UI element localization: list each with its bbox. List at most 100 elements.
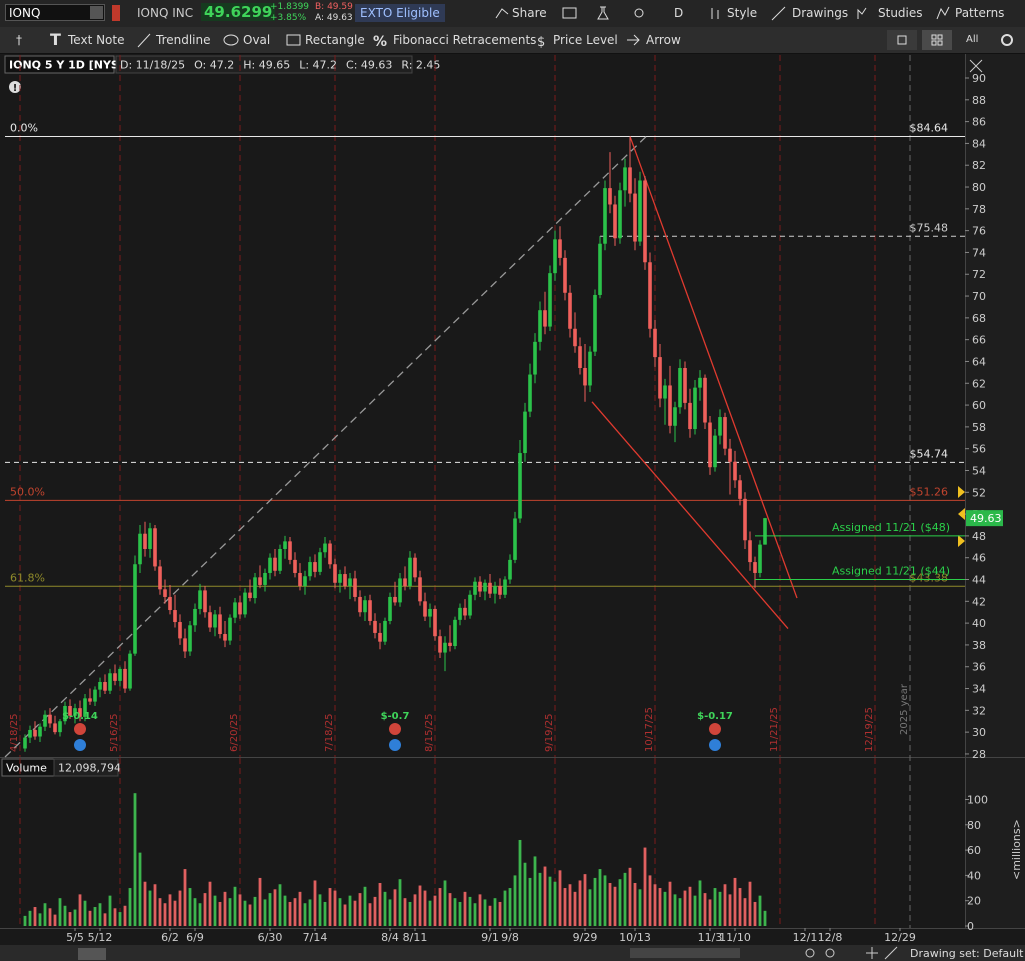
lab-icon[interactable] bbox=[597, 6, 609, 20]
tool-rectangle[interactable]: Rectangle bbox=[305, 33, 365, 47]
candle-body bbox=[673, 407, 677, 426]
crosshair[interactable] bbox=[866, 947, 878, 959]
tool-price-level[interactable]: Price Level bbox=[553, 33, 618, 47]
candle-body bbox=[758, 544, 762, 573]
gear-icon[interactable] bbox=[1001, 34, 1013, 46]
candle-body bbox=[123, 668, 127, 689]
volume-bar bbox=[368, 903, 372, 926]
zoom-in[interactable] bbox=[825, 948, 835, 958]
y-tick-label: 68 bbox=[972, 312, 986, 325]
volume-tick-label: 0 bbox=[967, 920, 974, 933]
scrollbar[interactable] bbox=[630, 948, 740, 958]
y-tick-label: 62 bbox=[972, 377, 986, 390]
layout-grid[interactable] bbox=[922, 30, 952, 50]
y-tick-label: 32 bbox=[972, 704, 986, 717]
volume-bar bbox=[48, 908, 52, 926]
alert-markers bbox=[958, 486, 965, 547]
date-line-label: 10/17/25 bbox=[644, 707, 655, 752]
candle-body bbox=[113, 673, 117, 681]
aggregation-button[interactable]: D bbox=[674, 6, 684, 20]
info-field: D: 11/18/25 bbox=[120, 59, 185, 72]
volume-header: Volume 12,098,794 bbox=[1, 758, 121, 777]
studies-button[interactable]: Studies bbox=[878, 6, 923, 20]
candle-body bbox=[343, 574, 347, 587]
volume-bar bbox=[243, 900, 247, 926]
candle-body bbox=[613, 204, 617, 239]
candle-body bbox=[513, 518, 517, 560]
volume-bar bbox=[183, 869, 187, 926]
candle-body bbox=[548, 273, 552, 327]
volume-bar bbox=[33, 907, 37, 926]
volume-bar bbox=[453, 898, 457, 926]
y-tick-label: 36 bbox=[972, 661, 986, 674]
tool-trendline[interactable]: Trendline bbox=[156, 33, 211, 47]
candle-body bbox=[683, 368, 687, 403]
candle-body bbox=[508, 559, 512, 580]
share-button[interactable]: Share bbox=[512, 6, 547, 20]
candle-body bbox=[698, 377, 702, 388]
x-tick-label: 9/29 bbox=[573, 931, 598, 944]
info-title-box bbox=[4, 55, 115, 74]
volume-bar bbox=[548, 876, 552, 926]
patterns-button[interactable]: Patterns bbox=[955, 6, 1005, 20]
candle-body bbox=[448, 642, 452, 647]
y-tick-label: 70 bbox=[972, 290, 986, 303]
y-tick-label: 80 bbox=[972, 181, 986, 194]
candle-body bbox=[468, 594, 472, 616]
date-line-label: 5/16/25 bbox=[109, 713, 120, 752]
volume-bar bbox=[418, 885, 422, 926]
settings-icon[interactable] bbox=[634, 8, 644, 18]
company-name: IONQ INC bbox=[137, 6, 194, 20]
volume-bar bbox=[388, 899, 392, 926]
exto-badge[interactable]: EXTO Eligible bbox=[355, 4, 445, 22]
candle-body bbox=[308, 562, 312, 577]
date-line-label: 7/18/25 bbox=[324, 713, 335, 752]
zoom-controls bbox=[805, 946, 898, 960]
volume-bar bbox=[443, 880, 447, 926]
x-tick-label: 9/1 bbox=[481, 931, 499, 944]
volume-bar bbox=[533, 856, 537, 926]
layout-single[interactable] bbox=[887, 30, 917, 50]
info-icon[interactable] bbox=[9, 81, 21, 93]
volume-bar bbox=[233, 886, 237, 926]
candle-body bbox=[563, 257, 567, 293]
candle-body bbox=[473, 581, 477, 595]
x-tick-label: 11/3 bbox=[698, 931, 723, 944]
volume-bar bbox=[653, 884, 657, 926]
volume-bar bbox=[683, 890, 687, 926]
candle-body bbox=[298, 572, 302, 587]
volume-bar bbox=[253, 896, 257, 926]
volume-bar bbox=[103, 913, 107, 926]
snapshot-icon[interactable] bbox=[562, 7, 577, 19]
volume-bar bbox=[708, 899, 712, 926]
volume-bar bbox=[188, 888, 192, 926]
volume-bar bbox=[698, 880, 702, 926]
candle-body bbox=[658, 357, 662, 399]
tool-all[interactable]: All bbox=[966, 34, 979, 45]
drawings-button[interactable]: Drawings bbox=[792, 6, 849, 20]
symbol-dropdown[interactable] bbox=[90, 6, 103, 19]
pin-tool[interactable]: † bbox=[16, 33, 22, 47]
candle-body bbox=[158, 566, 162, 590]
drawing-tool[interactable] bbox=[884, 946, 898, 960]
expand-icon[interactable] bbox=[969, 59, 983, 73]
volume-bar bbox=[363, 886, 367, 926]
tool-arrow[interactable]: Arrow bbox=[646, 33, 681, 47]
candle-body bbox=[538, 310, 542, 342]
tool-text-note[interactable]: Text Note bbox=[68, 33, 125, 47]
scroll-handle[interactable] bbox=[78, 948, 106, 960]
candle-body bbox=[98, 681, 102, 690]
volume-bar bbox=[678, 898, 682, 926]
volume-bar bbox=[38, 913, 42, 926]
candle-body bbox=[93, 689, 97, 702]
volume-bar bbox=[503, 890, 507, 926]
volume-bar bbox=[468, 896, 472, 926]
candle-body bbox=[238, 602, 242, 615]
style-button[interactable]: Style bbox=[727, 6, 758, 20]
volume-bar bbox=[298, 891, 302, 926]
symbol-input[interactable]: IONQ bbox=[5, 4, 105, 21]
tool-oval[interactable]: Oval bbox=[243, 33, 271, 47]
tool-fibonacci[interactable]: Fibonacci Retracements bbox=[393, 33, 537, 47]
volume-bar bbox=[198, 903, 202, 926]
zoom-out[interactable] bbox=[805, 948, 815, 958]
